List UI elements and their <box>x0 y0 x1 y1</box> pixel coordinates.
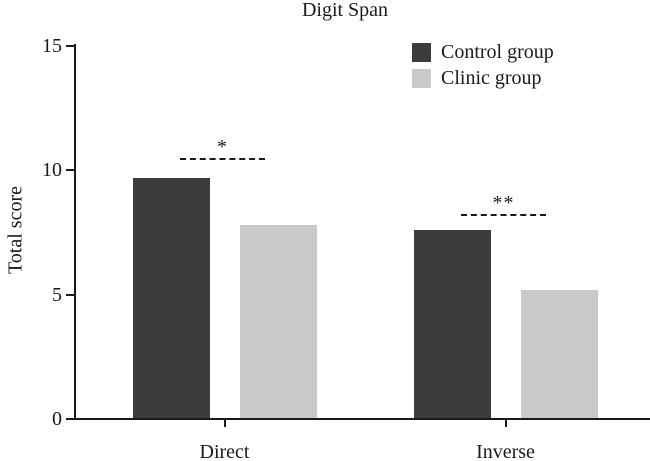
x-axis-line <box>74 418 650 420</box>
legend-swatch-control-group <box>412 42 431 62</box>
x-axis-label-direct: Direct <box>199 441 250 461</box>
y-tick-label-15: 15 <box>42 35 62 57</box>
significance-marker-direct: * <box>217 136 228 158</box>
legend-item-clinic: Clinic group <box>412 66 542 90</box>
y-axis-label: Total score <box>4 185 27 275</box>
x-tick-direct <box>223 420 226 427</box>
legend-label-clinic-group: Clinic group <box>441 67 542 89</box>
y-tick-label-5: 5 <box>52 283 62 306</box>
y-tick-label-0: 0 <box>52 408 62 430</box>
x-tick-inverse <box>504 420 507 427</box>
y-tick-0 <box>66 418 74 420</box>
y-tick-label-10: 10 <box>42 159 62 182</box>
y-tick-15 <box>66 45 74 47</box>
bar-control-group-direct <box>133 177 210 418</box>
legend-label-control-group: Control group <box>441 41 554 63</box>
bar-control-group-inverse <box>414 230 491 418</box>
y-tick-5 <box>66 293 74 296</box>
y-axis-line <box>74 44 76 420</box>
bar-clinic-group-direct <box>240 225 317 418</box>
significance-line-inverse <box>461 214 546 216</box>
significance-line-direct <box>180 158 265 160</box>
significance-marker-inverse: ** <box>492 192 515 214</box>
y-tick-10 <box>66 169 74 172</box>
legend-item-control: Control group <box>412 40 554 64</box>
x-axis-label-inverse: Inverse <box>476 441 535 461</box>
legend-swatch-clinic-group <box>412 68 431 88</box>
chart-title: Digit Span <box>301 0 389 21</box>
bar-clinic-group-inverse <box>521 289 598 418</box>
